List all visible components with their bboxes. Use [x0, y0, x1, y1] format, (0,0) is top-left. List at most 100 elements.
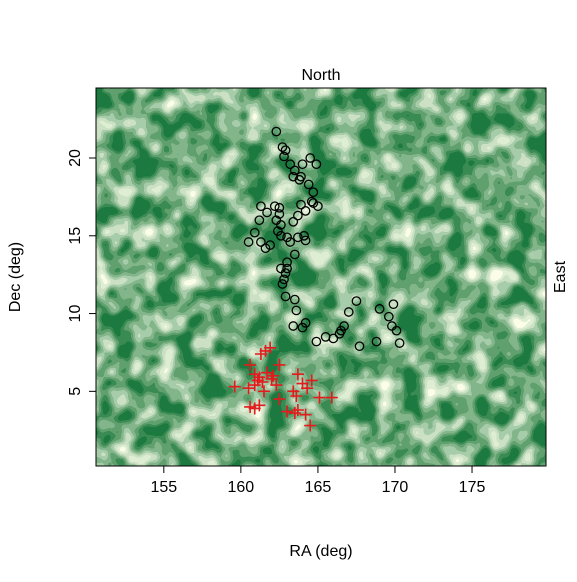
circle-point — [256, 237, 266, 247]
circle-point — [299, 230, 309, 241]
series-circles — [243, 126, 405, 352]
plot-frame — [95, 87, 547, 467]
plus-point — [299, 408, 312, 421]
x-tick-label: 155 — [150, 479, 177, 496]
circle-point — [280, 145, 291, 156]
circle-point — [277, 142, 288, 152]
circle-point — [311, 336, 322, 347]
x-tick-label: 170 — [382, 479, 409, 496]
plus-point — [304, 419, 317, 432]
circle-point — [279, 151, 289, 162]
x-tick-label: 165 — [305, 479, 332, 496]
north-label: North — [301, 67, 340, 84]
circle-point — [288, 216, 299, 227]
plus-point — [325, 391, 338, 404]
circle-point — [296, 199, 306, 210]
y-tick-label: 10 — [67, 305, 84, 323]
circle-point — [303, 179, 314, 190]
circle-point — [300, 235, 311, 246]
circle-point — [300, 318, 311, 328]
plus-point — [273, 393, 286, 406]
circle-point — [262, 207, 272, 218]
circle-point — [354, 341, 365, 352]
circle-point — [374, 304, 385, 314]
plus-point — [242, 382, 255, 395]
x-tick-label: 160 — [228, 479, 255, 496]
plus-point — [228, 380, 241, 393]
circle-point — [277, 279, 288, 289]
circle-point — [296, 171, 306, 182]
circle-point — [343, 307, 354, 317]
circle-point — [289, 165, 300, 176]
circle-point — [289, 294, 300, 305]
plus-point — [288, 407, 301, 420]
density-background — [96, 88, 546, 466]
circle-point — [288, 321, 299, 331]
circle-point — [279, 274, 289, 285]
plus-point — [270, 379, 283, 392]
circle-point — [274, 202, 285, 213]
circle-point — [249, 227, 260, 238]
plus-point — [244, 358, 257, 371]
circle-point — [282, 257, 292, 268]
plus-point — [273, 358, 286, 371]
circle-point — [243, 237, 254, 247]
y-tick-label: 5 — [67, 387, 84, 396]
x-axis-label: RA (deg) — [289, 543, 352, 560]
x-axis: 155 160 165 170 175 — [150, 466, 485, 496]
circle-point — [276, 230, 286, 241]
circle-point — [291, 305, 302, 316]
y-tick-label: 20 — [67, 149, 84, 167]
plus-point — [313, 391, 326, 404]
circle-point — [293, 210, 303, 221]
series-plus — [228, 341, 338, 432]
circle-point — [280, 268, 291, 278]
x-tick-label: 175 — [459, 479, 486, 496]
density-contours — [96, 88, 546, 466]
circle-point — [328, 333, 339, 344]
circle-point — [269, 201, 280, 212]
plus-point — [264, 341, 277, 354]
circle-point — [308, 198, 319, 208]
circle-point — [388, 299, 399, 310]
plus-point — [265, 372, 278, 385]
circle-point — [288, 171, 299, 182]
plus-point — [291, 368, 304, 381]
y-axis: 5 10 15 20 — [67, 149, 96, 396]
circle-point — [311, 159, 322, 170]
plus-point — [267, 369, 280, 382]
circle-point — [339, 321, 349, 331]
circle-point — [351, 296, 362, 306]
circle-point — [297, 159, 308, 170]
plus-point — [290, 390, 303, 402]
circle-point — [300, 206, 311, 216]
circle-point — [308, 187, 319, 198]
plus-point — [248, 368, 261, 381]
plus-point — [305, 374, 318, 387]
circle-point — [285, 237, 296, 247]
circle-point — [282, 263, 292, 274]
circle-point — [274, 209, 285, 219]
circle-point — [276, 220, 286, 230]
plus-point — [248, 379, 261, 392]
plus-point — [257, 385, 270, 398]
circle-point — [265, 240, 275, 250]
circle-point — [271, 126, 282, 137]
plus-point — [301, 382, 314, 395]
circle-point — [383, 311, 394, 322]
circle-point — [289, 249, 300, 260]
circle-point — [394, 338, 405, 348]
plus-point — [261, 366, 274, 379]
plus-point — [291, 404, 304, 416]
y-tick-label: 15 — [67, 227, 84, 245]
circle-point — [254, 215, 265, 226]
y-axis-label: Dec (deg) — [7, 242, 24, 312]
circle-point — [371, 336, 382, 347]
circle-point — [285, 159, 296, 170]
plus-point — [253, 399, 266, 412]
circle-point — [306, 196, 317, 207]
circle-point — [391, 325, 402, 336]
plus-point — [256, 376, 269, 388]
